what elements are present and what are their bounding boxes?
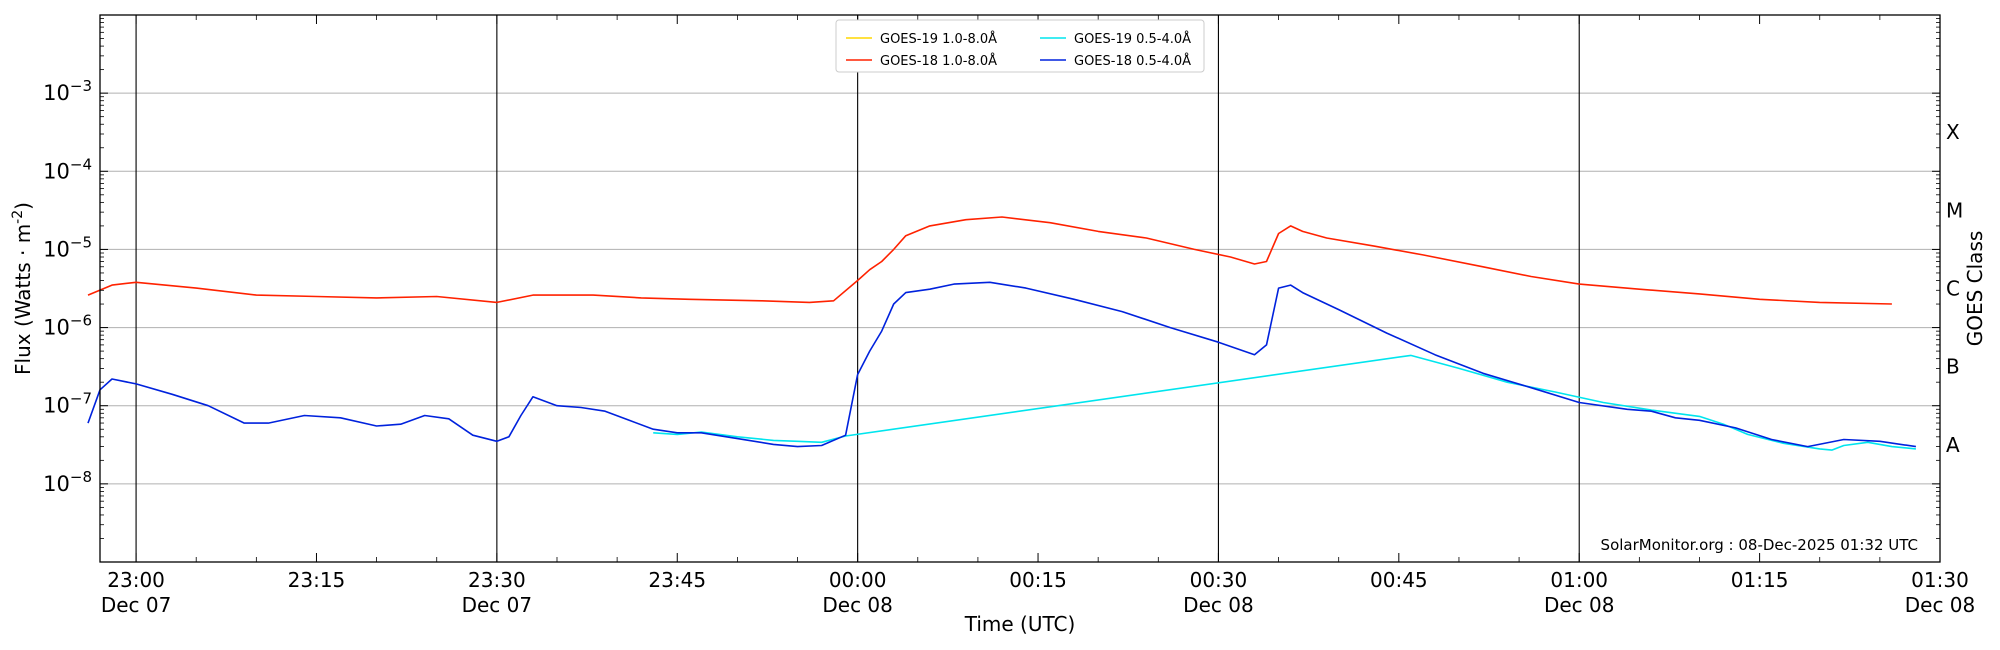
series-lines: [87, 216, 1917, 451]
y-tick-label: 10−3: [43, 77, 92, 105]
series-line-2: [87, 281, 1917, 448]
x-tick-time-label: 00:00: [829, 568, 887, 592]
legend-entry-label: GOES-19 0.5-4.0Å: [1074, 31, 1191, 47]
goes-class-axis-label: GOES Class: [1963, 231, 1987, 347]
y-tick-label: 10−6: [43, 312, 92, 340]
x-tick-time-label: 23:00: [107, 568, 165, 592]
x-tick-time-label: 23:45: [648, 568, 706, 592]
x-tick-time-label: 01:00: [1550, 568, 1608, 592]
goes-class-label: B: [1946, 355, 1960, 379]
y-tick-label: 10−4: [43, 155, 92, 183]
y-axis-ticks: 10−8 10−7 10−6 10−5 10−4 10−3: [43, 18, 1940, 539]
goes-class-axis: A B C M X: [1946, 120, 1963, 457]
y-tick-label: 10−7: [43, 390, 92, 418]
x-tick-time-label: 23:30: [468, 568, 526, 592]
legend: GOES-19 1.0-8.0Å GOES-19 0.5-4.0Å GOES-18 …: [835, 19, 1205, 73]
x-tick-date-label: Dec 08: [822, 593, 893, 617]
x-tick-time-label: 01:30: [1911, 568, 1969, 592]
goes-class-label: M: [1946, 198, 1963, 222]
x-tick-date-label: Dec 07: [101, 593, 172, 617]
x-axis-label: Time (UTC): [964, 612, 1076, 636]
x-tick-date-label: Dec 07: [462, 593, 533, 617]
x-tick-date-label: Dec 08: [1905, 593, 1976, 617]
series-line-0: [87, 216, 1892, 305]
x-tick-time-label: 01:15: [1731, 568, 1789, 592]
plot-frame: [99, 14, 1941, 563]
grid-lines: [100, 92, 1940, 485]
x-tick-time-label: 23:15: [288, 568, 346, 592]
goes-class-label: X: [1946, 120, 1960, 144]
legend-entry-label: GOES-18 1.0-8.0Å: [880, 53, 997, 69]
y-tick-label: 10−8: [43, 468, 92, 496]
x-tick-date-label: Dec 08: [1183, 593, 1254, 617]
watermark-credit: SolarMonitor.org : 08-Dec-2025 01:32 UTC: [1601, 536, 1918, 554]
x-tick-time-label: 00:30: [1190, 568, 1248, 592]
x-tick-time-label: 00:45: [1370, 568, 1428, 592]
legend-box: [835, 19, 1205, 73]
y-axis-label: Flux (Watts · m-2): [10, 202, 35, 375]
legend-entry-label: GOES-18 0.5-4.0Å: [1074, 53, 1191, 69]
goes-class-label: C: [1946, 277, 1960, 301]
x-tick-date-label: Dec 08: [1544, 593, 1615, 617]
day-boundary-lines: [135, 15, 1580, 562]
x-tick-time-label: 00:15: [1009, 568, 1067, 592]
goes-class-label: A: [1946, 433, 1960, 457]
legend-entry-label: GOES-19 1.0-8.0Å: [880, 31, 997, 47]
series-line-1: [653, 354, 1916, 451]
y-tick-label: 10−5: [43, 233, 92, 261]
